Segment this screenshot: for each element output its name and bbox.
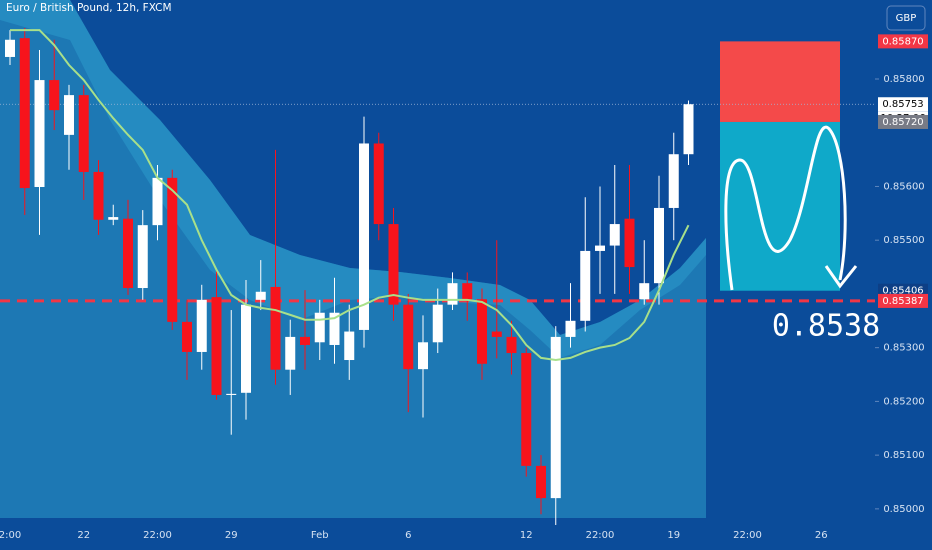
candle-body [64, 95, 74, 135]
x-tick-label: Feb [311, 530, 329, 541]
candle-body [182, 321, 192, 352]
candle-body [344, 331, 355, 361]
candle-body [19, 38, 30, 189]
candle-body [683, 104, 694, 155]
drawing-curve [724, 125, 847, 291]
candle-body [388, 224, 399, 305]
x-tick-label: 2:00 [0, 530, 21, 541]
candle-body [137, 225, 148, 289]
candle-body [654, 207, 664, 284]
x-tick-label: 6 [405, 530, 411, 541]
candle-body [211, 297, 222, 395]
band-inner [0, 0, 706, 358]
price-label-box [878, 34, 928, 49]
candle-body [49, 80, 60, 111]
candle-body [521, 353, 532, 466]
price-label-box [878, 293, 928, 308]
candle-body [196, 299, 207, 352]
x-tick-label: 22 [77, 530, 90, 541]
y-tick-label: 0.85300 [883, 343, 924, 354]
drawing-arrow [824, 265, 858, 289]
candle-body [373, 143, 384, 225]
candle-body [270, 286, 281, 370]
x-tick-label: 12 [520, 530, 533, 541]
candle-body [167, 177, 178, 322]
candle-body [314, 312, 325, 343]
y-tick-label: 0.85800 [883, 74, 924, 85]
x-tick-label: 26 [815, 530, 828, 541]
candle-body [152, 177, 163, 226]
candle-body [300, 336, 310, 345]
x-tick-label: 22:00 [586, 530, 615, 541]
x-tick-label: 22:00 [143, 530, 172, 541]
annotation: 0.8538 [772, 309, 880, 344]
x-tick-label: 22:00 [733, 530, 762, 541]
price-label: 0.85406 [882, 286, 923, 297]
candle-body [108, 217, 119, 220]
candle-body [226, 393, 237, 395]
candle-body [462, 283, 473, 300]
candle-body [432, 304, 443, 343]
candle-body [123, 218, 133, 289]
price-label: 0.85753 [882, 99, 923, 110]
price-axis [875, 0, 932, 550]
x-tick-label: 19 [667, 530, 680, 541]
candle-body [477, 299, 487, 364]
x-tick-label: 29 [225, 530, 238, 541]
candle-body [491, 331, 502, 337]
y-tick-label: 0.85100 [883, 450, 924, 461]
candle-body [565, 320, 576, 337]
candle-body [285, 336, 296, 370]
candle-body [609, 224, 620, 246]
y-tick-label: 0.85500 [883, 235, 924, 246]
price-label-box [878, 114, 928, 129]
candle-body [447, 283, 458, 305]
price-label-box [878, 97, 928, 112]
candle-body [329, 312, 340, 345]
price-label: 0.85870 [882, 36, 923, 47]
candle-body [506, 336, 517, 354]
candle-body [418, 342, 428, 370]
candle-body [403, 304, 414, 370]
stop-zone [720, 41, 840, 122]
candle-body [93, 171, 104, 220]
price-label: 0.85387 [882, 296, 923, 307]
chart-title: Euro / British Pound, 12h, FXCM [6, 2, 172, 14]
y-tick-label: 0.85600 [883, 181, 924, 192]
moving-average [10, 29, 690, 362]
target-zone [720, 121, 840, 291]
candle-body [536, 465, 546, 499]
y-tick-label: 0.85000 [883, 504, 924, 515]
candle-body [255, 291, 266, 300]
candle-body [639, 283, 650, 300]
candle-body [359, 143, 369, 330]
currency: GBP [896, 13, 917, 24]
candle-body [624, 218, 635, 268]
y-tick-label: 0.85200 [883, 396, 924, 407]
currency-box [886, 5, 926, 31]
candle-body [78, 95, 89, 172]
price-label: 0.85720 [882, 117, 923, 128]
candle-body [5, 39, 15, 57]
candle-body [580, 250, 591, 321]
candle-body [595, 245, 605, 251]
candle-body [241, 304, 251, 393]
candle-body [668, 154, 679, 208]
candle-body [550, 336, 561, 499]
candle-body [34, 80, 45, 187]
